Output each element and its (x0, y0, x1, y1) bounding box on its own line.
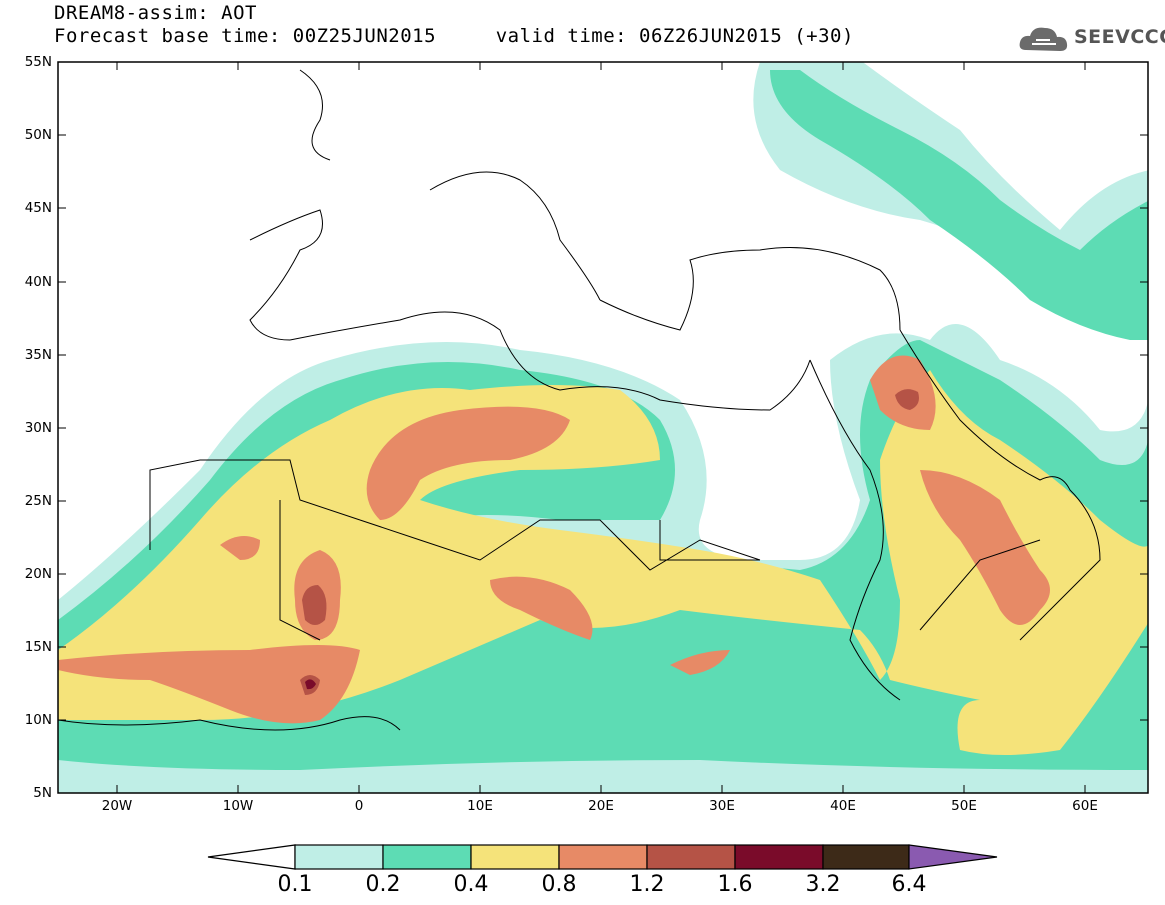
colorbar-swatch (734, 844, 824, 870)
lon-label: 20W (101, 798, 133, 814)
lat-label: 20N (24, 566, 52, 582)
lat-label: 40N (24, 274, 52, 290)
tick-marks (58, 61, 1148, 794)
colorbar-label: 3.2 (805, 872, 841, 897)
lon-label: 30E (709, 798, 735, 814)
colorbar-lower-arrow (207, 844, 296, 870)
lon-label: 0 (354, 798, 364, 814)
lon-label: 50E (951, 798, 977, 814)
colorbar-label: 6.4 (891, 872, 927, 897)
lon-label: 10E (467, 798, 493, 814)
aot-0.8-patch (490, 576, 593, 640)
colorbar-swatch (294, 844, 384, 870)
colorbar-label: 1.6 (717, 872, 753, 897)
aot-0.8-patch (920, 470, 1050, 625)
lon-label: 10W (222, 798, 254, 814)
colorbar-upper-arrow (908, 844, 998, 870)
lon-label: 20E (588, 798, 614, 814)
lat-label: 35N (24, 347, 52, 363)
lat-label: 55N (24, 54, 52, 70)
aot-0.8-patch (220, 536, 260, 560)
aot-1.2-patch (895, 389, 919, 410)
colorbar-swatch (646, 844, 736, 870)
aot-1.6-patch (305, 679, 316, 690)
colorbar-swatch (470, 844, 560, 870)
aot-0.8-patch (366, 406, 570, 520)
lat-label: 30N (24, 420, 52, 436)
logo-text: SEEVCCC (1074, 26, 1165, 48)
coastlines (58, 69, 1101, 731)
lat-label: 10N (24, 712, 52, 728)
colorbar (207, 844, 998, 870)
lat-label: 25N (24, 493, 52, 509)
chart-title: DREAM8-assim: AOT (54, 2, 257, 24)
colorbar-label: 0.2 (365, 872, 401, 897)
colorbar-label: 0.1 (277, 872, 313, 897)
colorbar-swatch (558, 844, 648, 870)
lat-label: 5N (33, 785, 52, 801)
colorbar-swatch (822, 844, 910, 870)
aot-0.8-patch (58, 645, 360, 724)
lat-label: 15N (24, 639, 52, 655)
forecast-time-subtitle: Forecast base time: 00Z25JUN2015 valid t… (54, 25, 854, 47)
colorbar-swatch (382, 844, 472, 870)
cloud-icon (1019, 27, 1068, 51)
colorbar-label: 0.8 (541, 872, 577, 897)
lon-label: 60E (1072, 798, 1098, 814)
lat-label: 45N (24, 200, 52, 216)
lon-label: 40E (830, 798, 856, 814)
colorbar-label: 1.2 (629, 872, 665, 897)
aot-1.2-patch (302, 585, 327, 625)
aot-contours (58, 62, 1148, 793)
colorbar-label: 0.4 (453, 872, 489, 897)
seevccc-logo: SEEVCCC (1018, 22, 1165, 56)
lat-label: 50N (24, 127, 52, 143)
aot-0.8-patch (670, 650, 730, 675)
